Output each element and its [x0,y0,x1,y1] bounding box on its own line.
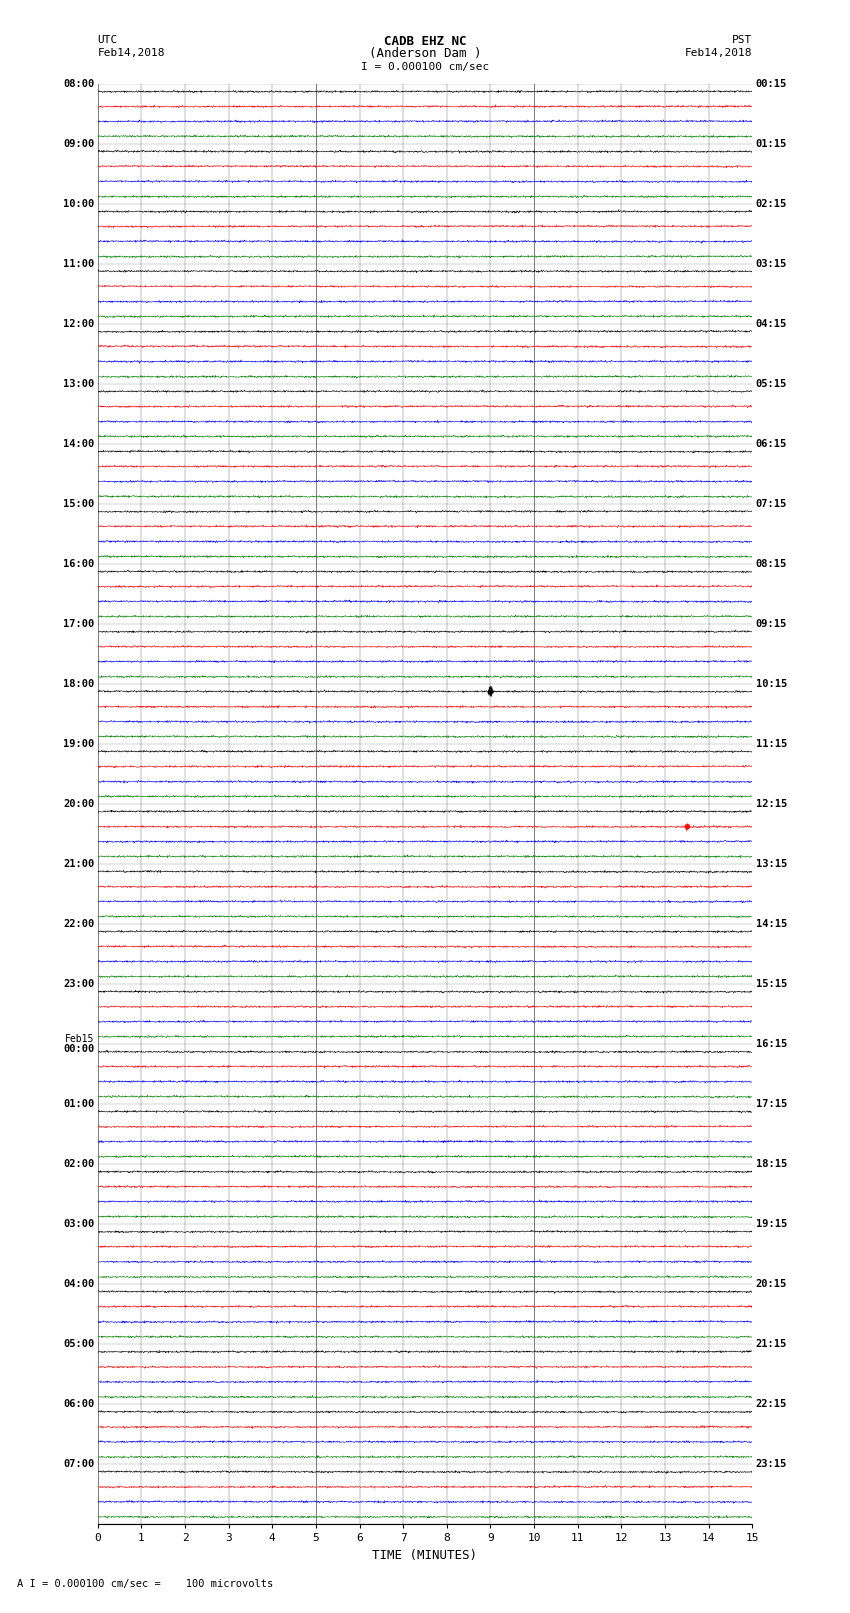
Text: 19:15: 19:15 [756,1219,787,1229]
Text: 07:00: 07:00 [63,1460,94,1469]
Text: A I = 0.000100 cm/sec =    100 microvolts: A I = 0.000100 cm/sec = 100 microvolts [17,1579,273,1589]
Text: 03:15: 03:15 [756,260,787,269]
Text: 21:00: 21:00 [63,860,94,869]
Text: I = 0.000100 cm/sec: I = 0.000100 cm/sec [361,61,489,71]
Text: 21:15: 21:15 [756,1339,787,1348]
Text: 13:15: 13:15 [756,860,787,869]
Text: 22:15: 22:15 [756,1398,787,1410]
Text: CADB EHZ NC: CADB EHZ NC [383,34,467,47]
Text: 07:15: 07:15 [756,498,787,510]
Text: 18:15: 18:15 [756,1160,787,1169]
Text: 05:00: 05:00 [63,1339,94,1348]
X-axis label: TIME (MINUTES): TIME (MINUTES) [372,1548,478,1561]
Text: 10:15: 10:15 [756,679,787,689]
Text: 08:00: 08:00 [63,79,94,89]
Text: 02:00: 02:00 [63,1160,94,1169]
Text: 00:15: 00:15 [756,79,787,89]
Text: 20:15: 20:15 [756,1279,787,1289]
Text: 06:00: 06:00 [63,1398,94,1410]
Text: 14:00: 14:00 [63,439,94,448]
Text: 06:15: 06:15 [756,439,787,448]
Text: Feb14,2018: Feb14,2018 [98,48,165,58]
Text: 14:15: 14:15 [756,919,787,929]
Text: Feb14,2018: Feb14,2018 [685,48,752,58]
Text: 03:00: 03:00 [63,1219,94,1229]
Text: 19:00: 19:00 [63,739,94,748]
Text: Feb15: Feb15 [65,1034,94,1044]
Text: 15:00: 15:00 [63,498,94,510]
Text: 17:15: 17:15 [756,1098,787,1110]
Text: 09:15: 09:15 [756,619,787,629]
Text: 16:00: 16:00 [63,560,94,569]
Text: 11:00: 11:00 [63,260,94,269]
Text: 00:00: 00:00 [63,1044,94,1055]
Text: 01:00: 01:00 [63,1098,94,1110]
Text: 12:15: 12:15 [756,798,787,810]
Text: 01:15: 01:15 [756,139,787,148]
Text: 08:15: 08:15 [756,560,787,569]
Text: 02:15: 02:15 [756,198,787,210]
Text: 04:15: 04:15 [756,319,787,329]
Text: 05:15: 05:15 [756,379,787,389]
Text: PST: PST [732,35,752,45]
Text: UTC: UTC [98,35,118,45]
Text: 17:00: 17:00 [63,619,94,629]
Text: 16:15: 16:15 [756,1039,787,1048]
Text: 10:00: 10:00 [63,198,94,210]
Text: 23:15: 23:15 [756,1460,787,1469]
Text: 22:00: 22:00 [63,919,94,929]
Text: 04:00: 04:00 [63,1279,94,1289]
Text: 13:00: 13:00 [63,379,94,389]
Text: 09:00: 09:00 [63,139,94,148]
Text: (Anderson Dam ): (Anderson Dam ) [369,47,481,60]
Text: 11:15: 11:15 [756,739,787,748]
Text: 15:15: 15:15 [756,979,787,989]
Text: 20:00: 20:00 [63,798,94,810]
Text: 23:00: 23:00 [63,979,94,989]
Text: 12:00: 12:00 [63,319,94,329]
Text: 18:00: 18:00 [63,679,94,689]
